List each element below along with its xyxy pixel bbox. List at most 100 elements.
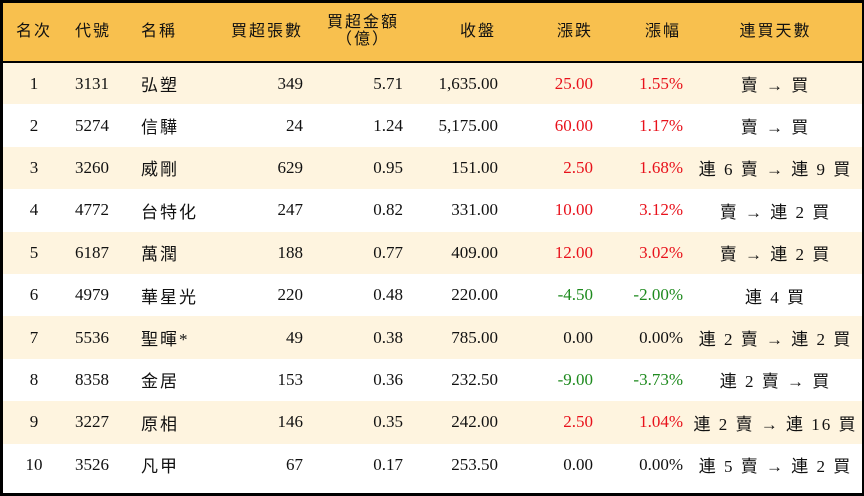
cell-code: 3526 xyxy=(75,454,109,474)
cell-streak: 連 4 買 xyxy=(745,287,806,307)
cell-close: 242.00 xyxy=(451,412,498,432)
cell-name: 聖暉* xyxy=(141,330,190,350)
header-change-pct: 漲幅 xyxy=(599,3,689,63)
cell-streak: 連 2 賣 → 連 16 買 xyxy=(693,414,858,434)
net-buy-ranking-table: 名次 代號 名稱 買超張數 買超金額 （億） 收盤 漲跌 漲幅 連買天數 1 3… xyxy=(3,3,862,486)
cell-streak: 連 2 賣 → 連 2 買 xyxy=(698,330,853,350)
cell-net-buy-amount: 0.36 xyxy=(373,369,403,389)
cell-net-buy-amount: 1.24 xyxy=(373,115,403,135)
cell-name: 凡甲 xyxy=(141,457,179,477)
cell-change: 25.00 xyxy=(554,73,593,93)
cell-close: 785.00 xyxy=(451,327,498,347)
cell-close: 151.00 xyxy=(451,157,498,177)
cell-change-pct: 3.02% xyxy=(639,242,683,262)
cell-change: 60.00 xyxy=(554,115,593,135)
cell-change-pct: 1.04% xyxy=(639,412,683,432)
cell-change-pct: 0.00% xyxy=(639,454,683,474)
table-row: 6 4979 華星光 220 0.48 220.00 -4.50 -2.00% … xyxy=(3,273,862,317)
cell-change: -4.50 xyxy=(557,285,593,305)
cell-change: 12.00 xyxy=(554,242,593,262)
cell-change: 0.00 xyxy=(563,454,593,474)
cell-close: 1,635.00 xyxy=(438,73,499,93)
header-net-buy-amount-line2: （億） xyxy=(335,31,390,48)
header-net-buy-amount-line1: 買超金額 xyxy=(326,14,399,32)
cell-net-buy-amount: 5.71 xyxy=(373,73,403,93)
cell-rank: 10 xyxy=(25,454,43,474)
cell-rank: 7 xyxy=(29,327,39,347)
cell-code: 3260 xyxy=(75,157,109,177)
table-row: 10 3526 凡甲 67 0.17 253.50 0.00 0.00% 連 5… xyxy=(3,443,862,486)
cell-close: 409.00 xyxy=(451,242,498,262)
cell-rank: 2 xyxy=(29,115,39,135)
header-name: 名稱 xyxy=(127,3,219,63)
cell-name: 萬潤 xyxy=(141,245,179,265)
header-net-buy-lots: 買超張數 xyxy=(219,3,311,63)
header-net-buy-amount: 買超金額 （億） xyxy=(311,3,409,63)
table-row: 7 5536 聖暉* 49 0.38 785.00 0.00 0.00% 連 2… xyxy=(3,316,862,359)
cell-net-buy-lots: 220 xyxy=(277,285,304,305)
cell-net-buy-lots: 146 xyxy=(277,412,304,432)
cell-code: 3131 xyxy=(75,73,109,93)
table-row: 4 4772 台特化 247 0.82 331.00 10.00 3.12% 賣… xyxy=(3,189,862,232)
cell-net-buy-amount: 0.38 xyxy=(373,327,403,347)
cell-streak: 賣 → 買 xyxy=(740,118,811,138)
cell-net-buy-lots: 247 xyxy=(277,200,304,220)
cell-change-pct: 1.17% xyxy=(639,115,683,135)
cell-net-buy-lots: 349 xyxy=(277,73,304,93)
cell-net-buy-lots: 24 xyxy=(286,115,303,135)
cell-change-pct: 0.00% xyxy=(639,327,683,347)
cell-code: 3227 xyxy=(75,412,109,432)
cell-net-buy-lots: 49 xyxy=(286,327,303,347)
cell-close: 5,175.00 xyxy=(438,115,499,135)
header-rank: 名次 xyxy=(3,3,65,63)
cell-rank: 8 xyxy=(29,369,39,389)
table-body: 1 3131 弘塑 349 5.71 1,635.00 25.00 1.55% … xyxy=(3,62,862,486)
cell-streak: 連 2 賣 → 買 xyxy=(719,372,832,392)
table-header: 名次 代號 名稱 買超張數 買超金額 （億） 收盤 漲跌 漲幅 連買天數 xyxy=(3,3,862,63)
cell-change: 10.00 xyxy=(554,200,593,220)
cell-code: 5536 xyxy=(75,327,109,347)
cell-streak: 連 6 賣 → 連 9 買 xyxy=(698,160,853,180)
table-row: 2 5274 信驊 24 1.24 5,175.00 60.00 1.17% 賣… xyxy=(3,104,862,147)
cell-net-buy-lots: 67 xyxy=(286,454,303,474)
cell-streak: 賣 → 連 2 買 xyxy=(719,245,832,265)
table-row: 5 6187 萬潤 188 0.77 409.00 12.00 3.02% 賣 … xyxy=(3,231,862,274)
cell-streak: 賣 → 買 xyxy=(740,76,811,96)
cell-net-buy-lots: 629 xyxy=(277,157,304,177)
cell-change-pct: 3.12% xyxy=(639,200,683,220)
cell-name: 金居 xyxy=(141,372,179,392)
header-streak: 連買天數 xyxy=(689,3,862,63)
cell-net-buy-amount: 0.77 xyxy=(373,242,403,262)
cell-code: 8358 xyxy=(75,369,109,389)
cell-net-buy-amount: 0.48 xyxy=(373,285,403,305)
cell-net-buy-lots: 188 xyxy=(277,242,304,262)
cell-rank: 4 xyxy=(29,200,39,220)
cell-net-buy-amount: 0.82 xyxy=(373,200,403,220)
header-change: 漲跌 xyxy=(506,3,599,63)
cell-change-pct: 1.68% xyxy=(639,157,683,177)
cell-name: 台特化 xyxy=(141,202,198,222)
table-row: 1 3131 弘塑 349 5.71 1,635.00 25.00 1.55% … xyxy=(3,62,862,105)
table-row: 9 3227 原相 146 0.35 242.00 2.50 1.04% 連 2… xyxy=(3,401,862,444)
cell-change: -9.00 xyxy=(557,369,593,389)
cell-name: 威剛 xyxy=(141,160,179,180)
cell-change-pct: -3.73% xyxy=(633,369,683,389)
cell-net-buy-amount: 0.35 xyxy=(373,412,403,432)
cell-name: 原相 xyxy=(141,414,179,434)
header-close: 收盤 xyxy=(409,3,506,63)
table-row: 8 8358 金居 153 0.36 232.50 -9.00 -3.73% 連… xyxy=(3,358,862,402)
cell-close: 331.00 xyxy=(451,200,498,220)
cell-change-pct: -2.00% xyxy=(633,285,683,305)
cell-net-buy-lots: 153 xyxy=(277,369,304,389)
cell-streak: 賣 → 連 2 買 xyxy=(719,202,832,222)
cell-change-pct: 1.55% xyxy=(639,73,683,93)
cell-net-buy-amount: 0.17 xyxy=(373,454,403,474)
cell-close: 220.00 xyxy=(451,285,498,305)
header-code: 代號 xyxy=(65,3,127,63)
cell-change: 0.00 xyxy=(563,327,593,347)
cell-close: 232.50 xyxy=(451,369,498,389)
cell-name: 弘塑 xyxy=(141,76,179,96)
cell-streak: 連 5 賣 → 連 2 買 xyxy=(698,457,853,477)
cell-rank: 3 xyxy=(29,157,39,177)
